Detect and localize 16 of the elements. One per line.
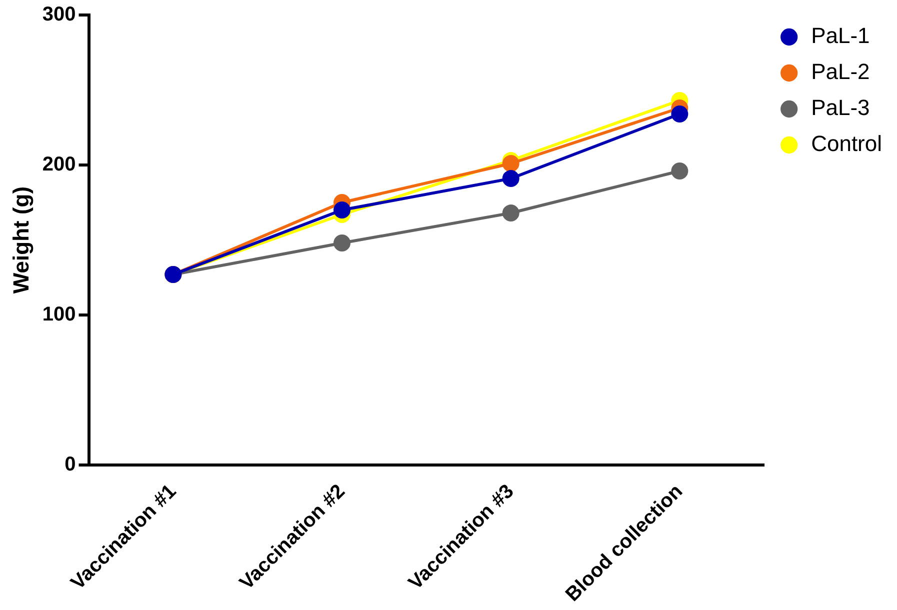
legend-label: PaL-2 <box>811 59 870 84</box>
legend-label: PaL-1 <box>811 23 870 48</box>
point <box>671 162 688 180</box>
y-axis-title: Weight (g) <box>8 186 34 294</box>
y-tick-label: 200 <box>42 154 76 176</box>
y-tick-label: 300 <box>42 4 76 26</box>
point <box>502 170 520 188</box>
point <box>334 202 351 219</box>
legend-label: Control <box>811 131 882 156</box>
y-tick-label: 100 <box>42 304 76 326</box>
point <box>671 106 688 123</box>
point <box>502 204 520 222</box>
legend-label: PaL-3 <box>811 95 870 120</box>
y-tick-label: 0 <box>64 454 76 476</box>
point <box>334 234 351 252</box>
point <box>502 155 520 172</box>
